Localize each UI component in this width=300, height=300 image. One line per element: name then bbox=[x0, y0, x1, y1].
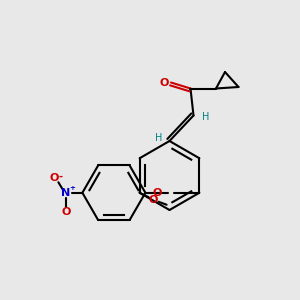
Text: -: - bbox=[58, 171, 62, 181]
Text: O: O bbox=[160, 77, 169, 88]
Text: H: H bbox=[155, 133, 163, 143]
Text: O: O bbox=[49, 173, 58, 183]
Text: O: O bbox=[148, 195, 158, 205]
Text: H: H bbox=[202, 112, 209, 122]
Text: O: O bbox=[153, 188, 162, 198]
Text: O: O bbox=[61, 207, 70, 217]
Text: N: N bbox=[61, 188, 70, 198]
Text: +: + bbox=[69, 185, 75, 191]
